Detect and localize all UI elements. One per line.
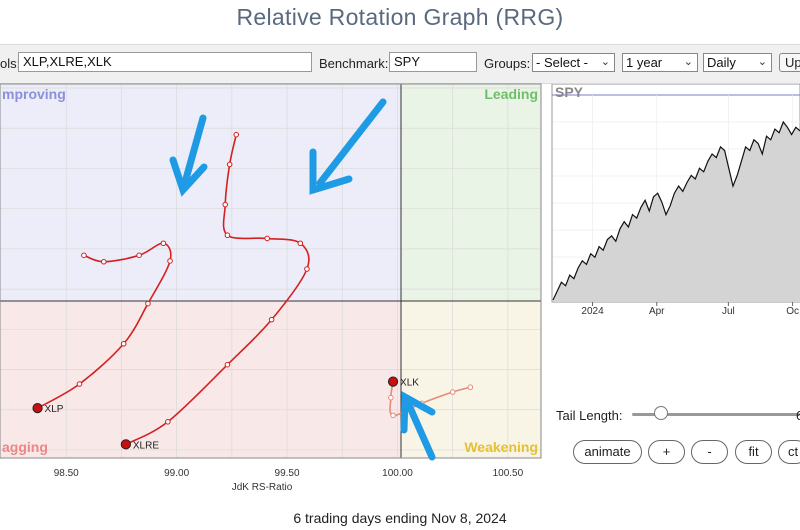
tail-point-xlp — [76, 381, 83, 387]
benchmark-x-tick-label: Oc — [786, 306, 799, 317]
chevron-down-icon: ⌄ — [757, 56, 767, 68]
chart-border — [0, 83, 542, 459]
tail-point-xlre — [268, 316, 275, 323]
benchmark-x-ticks: 2024 Apr Jul Oc — [581, 302, 799, 317]
annotation-arrows — [169, 98, 436, 461]
current-point-xlk[interactable] — [387, 376, 399, 387]
tail-point-xlre — [264, 235, 270, 242]
symbols-label: ols: — [0, 56, 21, 71]
update-button[interactable]: Up — [779, 53, 800, 72]
zoom-in-button[interactable]: + — [648, 440, 685, 464]
benchmark-x-tick-label: Apr — [649, 306, 665, 317]
tail-point-xlre — [226, 161, 233, 168]
center-button[interactable]: ct — [778, 440, 800, 464]
tail-point-xlre — [233, 131, 240, 138]
tail-point-xlp — [167, 258, 173, 264]
quadrant-label-leading: Leading — [484, 86, 538, 102]
benchmark-line — [552, 120, 800, 301]
zoom-out-button[interactable]: - — [691, 440, 728, 464]
series-label-xlre: XLRE — [133, 440, 159, 451]
tail-point-xlp — [81, 252, 87, 259]
tail-point-xlk — [467, 384, 474, 391]
groups-select[interactable]: - Select - ⌄ — [532, 53, 615, 72]
period-select[interactable]: 1 year ⌄ — [622, 53, 698, 72]
tail-point-xlk — [388, 394, 394, 401]
series-xlre[interactable]: XLRE — [120, 131, 310, 451]
page-title: Relative Rotation Graph (RRG) — [236, 4, 564, 30]
arrow-annotation-xlk — [400, 391, 436, 461]
series-label-xlk: XLK — [400, 378, 419, 389]
tail-point-xlp — [160, 240, 167, 247]
benchmark-chart: SPY 2024 Apr Jul Oc — [551, 84, 800, 317]
current-point-xlp[interactable] — [32, 403, 43, 414]
arrow-annotation-xlp — [169, 114, 208, 197]
x-axis-label: JdK RS-Ratio — [232, 482, 293, 493]
x-tick-label: 99.00 — [164, 468, 189, 479]
series-xlp[interactable]: XLP — [32, 240, 173, 415]
current-point-xlre[interactable] — [120, 439, 131, 450]
groups-select-value: - Select - — [536, 55, 589, 70]
series-label-xlp: XLP — [45, 404, 64, 415]
quadrant-backgrounds — [0, 84, 541, 458]
tail-point-xlp — [100, 258, 107, 265]
x-tick-label: 100.00 — [382, 468, 413, 479]
tail-point-xlp — [136, 252, 142, 259]
toolbar: ols: XLP,XLRE,XLK Benchmark: SPY Groups:… — [0, 44, 800, 84]
benchmark-x-tick-label: Jul — [722, 306, 735, 317]
tail-point-xlk — [449, 389, 456, 395]
tail-point-xlre — [224, 361, 231, 368]
benchmark-area — [553, 122, 800, 302]
benchmark-input[interactable]: SPY — [389, 52, 477, 72]
chevron-down-icon: ⌄ — [600, 56, 610, 68]
x-tick-label: 99.50 — [275, 468, 300, 479]
tail-length-value: 6 — [796, 408, 800, 423]
tail-point-xlk — [390, 412, 396, 419]
arrow-annotation-xlre — [309, 98, 387, 195]
x-tick-label: 100.50 — [493, 468, 524, 479]
quadrant-leading — [401, 84, 541, 301]
quadrant-label-lagging: agging — [2, 439, 48, 455]
symbols-input[interactable]: XLP,XLRE,XLK — [18, 52, 312, 72]
tail-point-xlre — [222, 201, 229, 208]
x-tick-label: 98.50 — [54, 468, 79, 479]
frequency-select-value: Daily — [707, 55, 736, 70]
benchmark-symbol-label: SPY — [555, 84, 584, 100]
frequency-select[interactable]: Daily ⌄ — [703, 53, 772, 72]
period-select-value: 1 year — [626, 55, 663, 70]
chart-grid — [0, 84, 541, 458]
tail-point-xlre — [224, 232, 231, 239]
quadrant-lagging — [0, 301, 401, 458]
groups-label: Groups: — [484, 56, 531, 71]
quadrant-label-improving: mproving — [2, 86, 66, 102]
tail-point-xlp — [120, 340, 127, 347]
tail-length-label: Tail Length: — [556, 408, 623, 423]
quadrant-label-weakening: Weakening — [464, 439, 538, 455]
tail-point-xlp — [145, 300, 151, 307]
fit-button[interactable]: fit — [735, 440, 772, 464]
benchmark-label: Benchmark: — [319, 56, 389, 71]
tail-length-track[interactable] — [632, 413, 800, 416]
tail-point-xlre — [165, 419, 171, 425]
x-axis-ticks: 98.50 99.00 99.50 100.00 100.50 — [54, 468, 524, 479]
rrg-series: XLP XLRE XLK — [32, 131, 474, 451]
tail-point-xlre — [297, 240, 304, 247]
chevron-down-icon: ⌄ — [683, 56, 693, 68]
tail-point-xlre — [304, 266, 310, 272]
date-range-caption: 6 trading days ending Nov 8, 2024 — [293, 510, 507, 526]
benchmark-x-tick-label: 2024 — [581, 306, 604, 317]
animate-button[interactable]: animate — [573, 440, 642, 464]
tail-length-slider-thumb[interactable] — [654, 406, 668, 420]
